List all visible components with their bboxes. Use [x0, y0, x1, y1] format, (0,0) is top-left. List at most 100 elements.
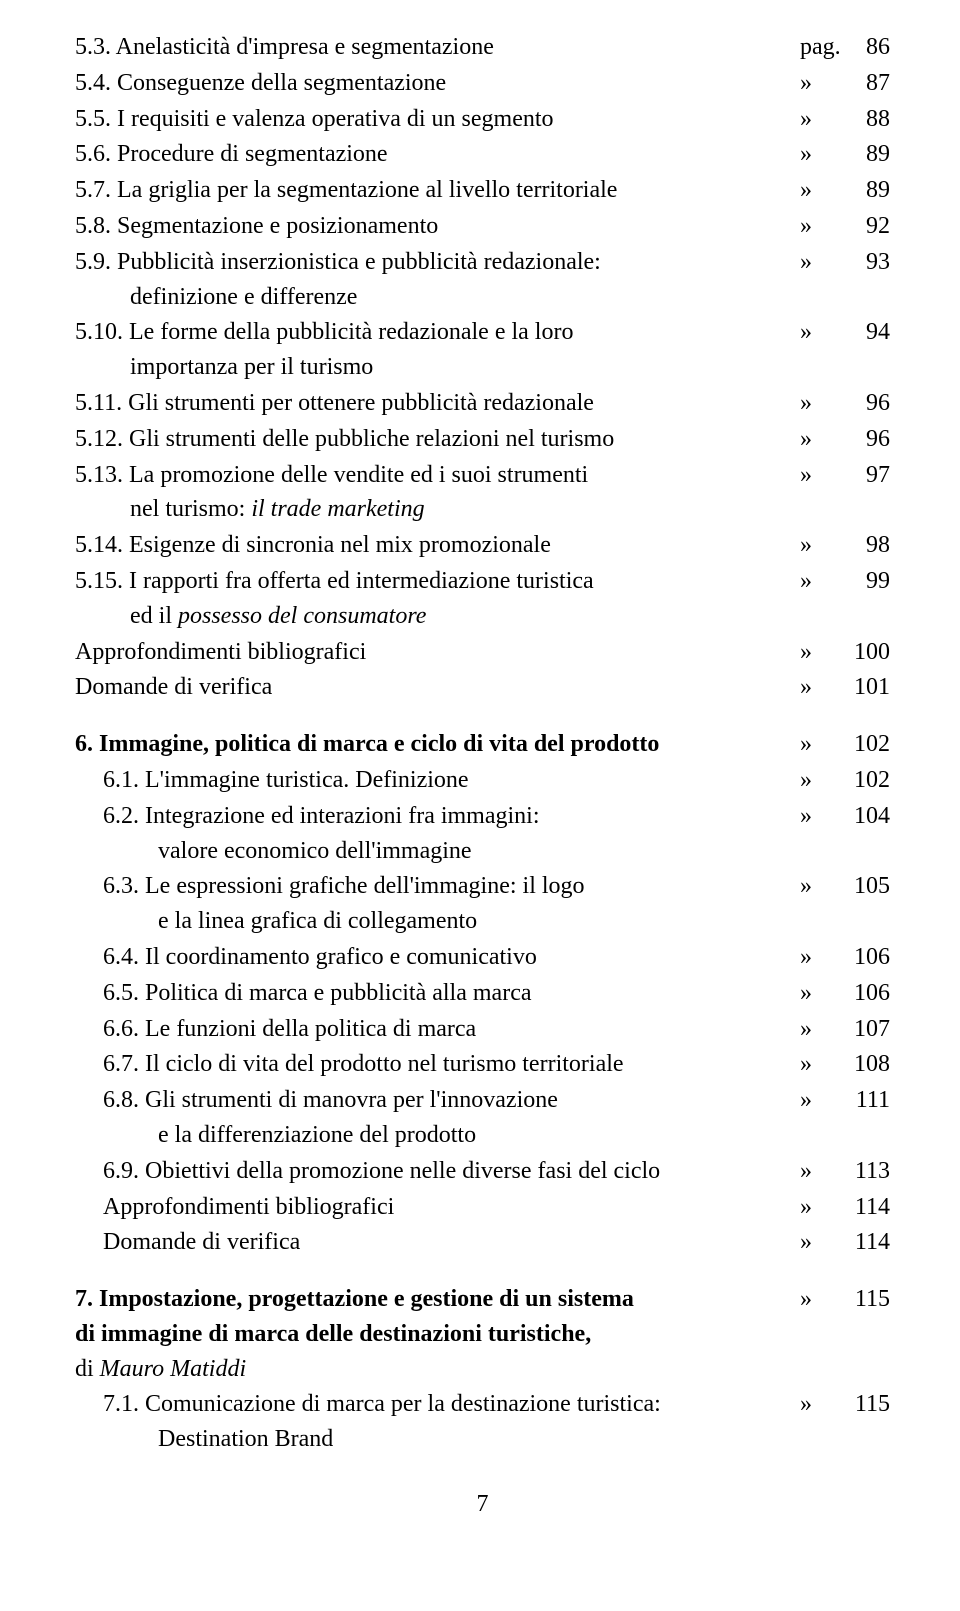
toc-entry-label: 6.9. Obiettivi della promozione nelle di…	[75, 1154, 800, 1189]
toc-entry-marker: »	[800, 1012, 835, 1047]
toc-entry-page: 93	[835, 245, 890, 280]
toc-entry-continuation: ed il possesso del consumatore	[75, 599, 785, 634]
toc-entry-continuation: definizione e differenze	[75, 280, 785, 315]
toc-entry-label: Domande di verifica	[75, 670, 800, 705]
toc-entry-page: 96	[835, 422, 890, 457]
toc-entry: Approfondimenti bibliografici»114	[75, 1190, 890, 1225]
toc-entry-label: 5.3. Anelasticità d'impresa e segmentazi…	[75, 30, 800, 65]
toc-entry: 6.3. Le espressioni grafiche dell'immagi…	[75, 869, 890, 939]
toc-entry-label: 6.8. Gli strumenti di manovra per l'inno…	[75, 1083, 800, 1153]
toc-entry-marker: »	[800, 386, 835, 421]
toc-entry-page: 111	[835, 1083, 890, 1118]
toc-entry-label: 6.2. Integrazione ed interazioni fra imm…	[75, 799, 800, 869]
toc-entry: Domande di verifica»101	[75, 670, 890, 705]
toc-entry-label: 5.11. Gli strumenti per ottenere pubblic…	[75, 386, 800, 421]
toc-entry-marker: »	[800, 209, 835, 244]
toc-entry-page: 88	[835, 102, 890, 137]
toc-entry: 5.13. La promozione delle vendite ed i s…	[75, 458, 890, 528]
toc-entry-page: 115	[835, 1387, 890, 1422]
toc-entry-page: 105	[835, 869, 890, 904]
toc-entry-marker: »	[800, 670, 835, 705]
toc-entry-marker: »	[800, 528, 835, 563]
toc-entry-page: 92	[835, 209, 890, 244]
toc-entry-marker: »	[800, 1154, 835, 1189]
toc-entry: 7. Impostazione, progettazione e gestion…	[75, 1282, 890, 1386]
toc-entry: 6.4. Il coordinamento grafico e comunica…	[75, 940, 890, 975]
toc-entry-page: 96	[835, 386, 890, 421]
toc-entry-page: 94	[835, 315, 890, 350]
toc-entry-label: 6.5. Politica di marca e pubblicità alla…	[75, 976, 800, 1011]
toc-entry-page: 87	[835, 66, 890, 101]
toc-entry-continuation: valore economico dell'immagine	[103, 834, 785, 869]
toc-entry: 6.9. Obiettivi della promozione nelle di…	[75, 1154, 890, 1189]
toc-entry: 6.5. Politica di marca e pubblicità alla…	[75, 976, 890, 1011]
toc-entry-page: 108	[835, 1047, 890, 1082]
page-number: 7	[75, 1487, 890, 1522]
toc-entry: 5.4. Conseguenze della segmentazione»87	[75, 66, 890, 101]
toc-entry-page: 107	[835, 1012, 890, 1047]
toc-entry: 7.1. Comunicazione di marca per la desti…	[75, 1387, 890, 1457]
toc-entry-marker: »	[800, 1282, 835, 1317]
toc-entry-continuation: nel turismo: il trade marketing	[75, 492, 785, 527]
toc-entry-continuation: e la differenziazione del prodotto	[103, 1118, 785, 1153]
toc-entry-page: 106	[835, 940, 890, 975]
toc-entry-marker: »	[800, 1083, 835, 1118]
toc-entry-label: 5.15. I rapporti fra offerta ed intermed…	[75, 564, 800, 634]
toc-entry-label: 5.5. I requisiti e valenza operativa di …	[75, 102, 800, 137]
toc-entry: 6. Immagine, politica di marca e ciclo d…	[75, 727, 890, 762]
toc-entry-label: 7. Impostazione, progettazione e gestion…	[75, 1282, 800, 1386]
toc-entry-marker: »	[800, 66, 835, 101]
toc-entry-label: 5.9. Pubblicità inserzionistica e pubbli…	[75, 245, 800, 315]
toc-entry-marker: »	[800, 940, 835, 975]
toc-entry: 5.6. Procedure di segmentazione»89	[75, 137, 890, 172]
toc-entry-page: 97	[835, 458, 890, 493]
toc-entry: Domande di verifica»114	[75, 1225, 890, 1260]
toc-entry-marker: »	[800, 727, 835, 762]
toc-entry-page: 89	[835, 137, 890, 172]
toc-entry-marker: »	[800, 1225, 835, 1260]
toc-entry: 5.3. Anelasticità d'impresa e segmentazi…	[75, 30, 890, 65]
toc-entry: 6.1. L'immagine turistica. Definizione»1…	[75, 763, 890, 798]
toc-entry-marker: »	[800, 173, 835, 208]
toc-entry-marker: »	[800, 635, 835, 670]
toc-entry-marker: »	[800, 315, 835, 350]
toc-entry-page: 102	[835, 727, 890, 762]
toc-entry-label: 6.4. Il coordinamento grafico e comunica…	[75, 940, 800, 975]
toc-entry-marker: »	[800, 564, 835, 599]
toc-entry-label: 6.3. Le espressioni grafiche dell'immagi…	[75, 869, 800, 939]
toc-entry-label: 5.13. La promozione delle vendite ed i s…	[75, 458, 800, 528]
toc-entry-page: 100	[835, 635, 890, 670]
toc-entry-label: 5.12. Gli strumenti delle pubbliche rela…	[75, 422, 800, 457]
toc-entry: 5.15. I rapporti fra offerta ed intermed…	[75, 564, 890, 634]
toc-entry-marker: »	[800, 763, 835, 798]
toc-entry-label: 6.1. L'immagine turistica. Definizione	[75, 763, 800, 798]
toc-entry-label: 5.10. Le forme della pubblicità redazion…	[75, 315, 800, 385]
toc-entry: 5.8. Segmentazione e posizionamento»92	[75, 209, 890, 244]
toc-entry: 5.12. Gli strumenti delle pubbliche rela…	[75, 422, 890, 457]
toc-entry-label: Domande di verifica	[75, 1225, 800, 1260]
toc-entry-marker: »	[800, 869, 835, 904]
toc-entry: 6.2. Integrazione ed interazioni fra imm…	[75, 799, 890, 869]
toc-entry-label: 6.6. Le funzioni della politica di marca	[75, 1012, 800, 1047]
toc-entry-marker: »	[800, 1190, 835, 1225]
toc-entry-marker: »	[800, 137, 835, 172]
toc-entry-marker: »	[800, 422, 835, 457]
toc-entry-label: Approfondimenti bibliografici	[75, 1190, 800, 1225]
toc-entry: 6.6. Le funzioni della politica di marca…	[75, 1012, 890, 1047]
toc-entry-page: 98	[835, 528, 890, 563]
toc-entry-marker: »	[800, 799, 835, 834]
toc-entry-marker: »	[800, 1387, 835, 1422]
toc-entry-marker: »	[800, 458, 835, 493]
toc-entry-page: 89	[835, 173, 890, 208]
toc-entry-marker: »	[800, 102, 835, 137]
toc-entry-label: 5.7. La griglia per la segmentazione al …	[75, 173, 800, 208]
toc-entry: 5.10. Le forme della pubblicità redazion…	[75, 315, 890, 385]
toc-entry-page: 101	[835, 670, 890, 705]
toc-entry-page: 113	[835, 1154, 890, 1189]
toc-entry: 5.5. I requisiti e valenza operativa di …	[75, 102, 890, 137]
toc-entry-label: 6. Immagine, politica di marca e ciclo d…	[75, 727, 800, 762]
toc-entry: 6.7. Il ciclo di vita del prodotto nel t…	[75, 1047, 890, 1082]
toc-entry-label: 5.4. Conseguenze della segmentazione	[75, 66, 800, 101]
toc-entry-label: Approfondimenti bibliografici	[75, 635, 800, 670]
toc-entry-page: 114	[835, 1225, 890, 1260]
